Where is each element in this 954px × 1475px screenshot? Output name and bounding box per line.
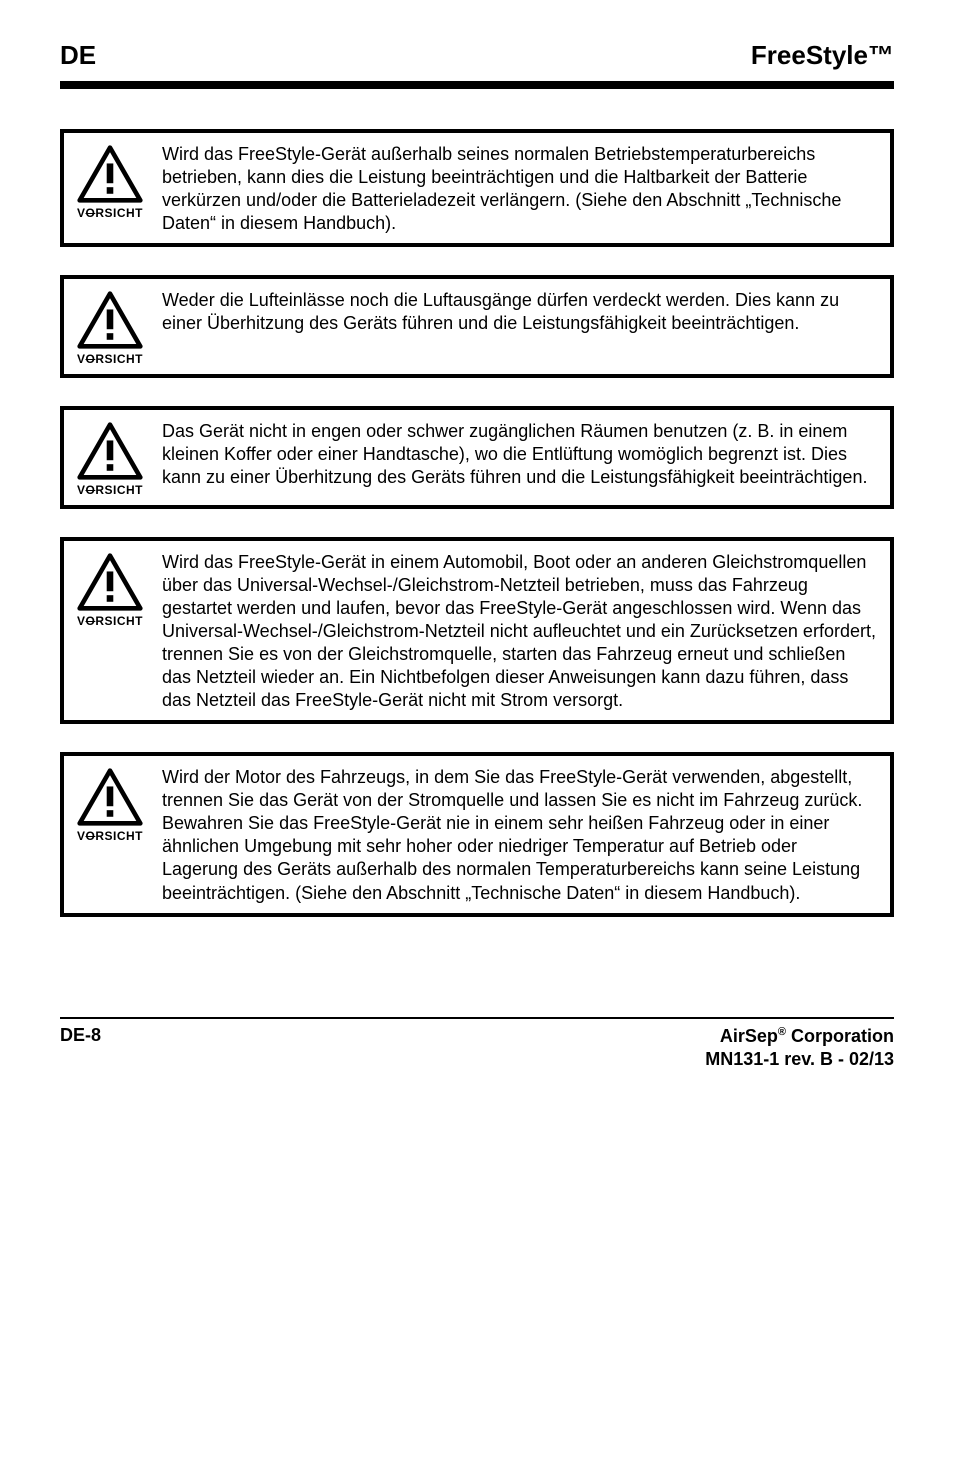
caution-icon-col: VORSICHT [76,141,144,220]
caution-icon-label: VORSICHT [77,206,143,220]
caution-box: VORSICHT Wird das FreeStyle-Gerät in eine… [60,537,894,724]
icon-label-part: O [86,206,96,220]
icon-label-part: V [77,352,86,366]
caution-icon-label: VORSICHT [77,829,143,843]
caution-triangle-icon [76,553,144,616]
icon-label-part: V [77,614,86,628]
caution-triangle-icon [76,768,144,831]
footer-rule [60,1017,894,1019]
header-right: FreeStyle™ [751,40,894,71]
caution-box: VORSICHT Weder die Lufteinlässe noch die … [60,275,894,378]
footer-registered-icon: ® [778,1026,786,1038]
caution-text: Das Gerät nicht in engen oder schwer zug… [162,418,876,489]
icon-label-part: V [77,483,86,497]
icon-label-part: RSICHT [95,829,143,843]
icon-label-part: O [86,614,96,628]
icon-label-part: O [86,483,96,497]
caution-triangle-icon [76,422,144,485]
page-footer: DE-8 AirSep® Corporation MN131-1 rev. B … [60,1025,894,1072]
caution-icon-col: VORSICHT [76,764,144,843]
icon-label-part: O [86,829,96,843]
caution-icon-col: VORSICHT [76,549,144,628]
caution-icon-label: VORSICHT [77,614,143,628]
page-header: DE FreeStyle™ [60,40,894,71]
caution-text: Weder die Lufteinlässe noch die Luftausg… [162,287,876,335]
footer-company-name: AirSep [720,1026,778,1046]
footer-company: AirSep® Corporation MN131-1 rev. B - 02/… [705,1025,894,1072]
caution-text: Wird das FreeStyle-Gerät außerhalb seine… [162,141,876,235]
caution-boxes-container: VORSICHTWird das FreeStyle-Gerät außerha… [60,129,894,917]
icon-label-part: RSICHT [95,206,143,220]
caution-triangle-icon [76,145,144,208]
caution-box: VORSICHT Wird das FreeStyle-Gerät außerha… [60,129,894,247]
footer-docref: MN131-1 rev. B - 02/13 [705,1049,894,1069]
header-rule [60,81,894,89]
caution-text: Wird das FreeStyle-Gerät in einem Automo… [162,549,876,712]
caution-triangle-icon [76,291,144,354]
caution-box: VORSICHT Das Gerät nicht in engen oder sc… [60,406,894,509]
icon-label-part: RSICHT [95,483,143,497]
icon-label-part: O [86,352,96,366]
caution-icon-col: VORSICHT [76,418,144,497]
icon-label-part: V [77,206,86,220]
footer-company-suffix: Corporation [786,1026,894,1046]
footer-page-number: DE-8 [60,1025,101,1046]
caution-text: Wird der Motor des Fahrzeugs, in dem Sie… [162,764,876,904]
icon-label-part: RSICHT [95,352,143,366]
caution-box: VORSICHT Wird der Motor des Fahrzeugs, in… [60,752,894,916]
caution-icon-col: VORSICHT [76,287,144,366]
caution-icon-label: VORSICHT [77,483,143,497]
icon-label-part: RSICHT [95,614,143,628]
caution-icon-label: VORSICHT [77,352,143,366]
icon-label-part: V [77,829,86,843]
header-left: DE [60,40,96,71]
